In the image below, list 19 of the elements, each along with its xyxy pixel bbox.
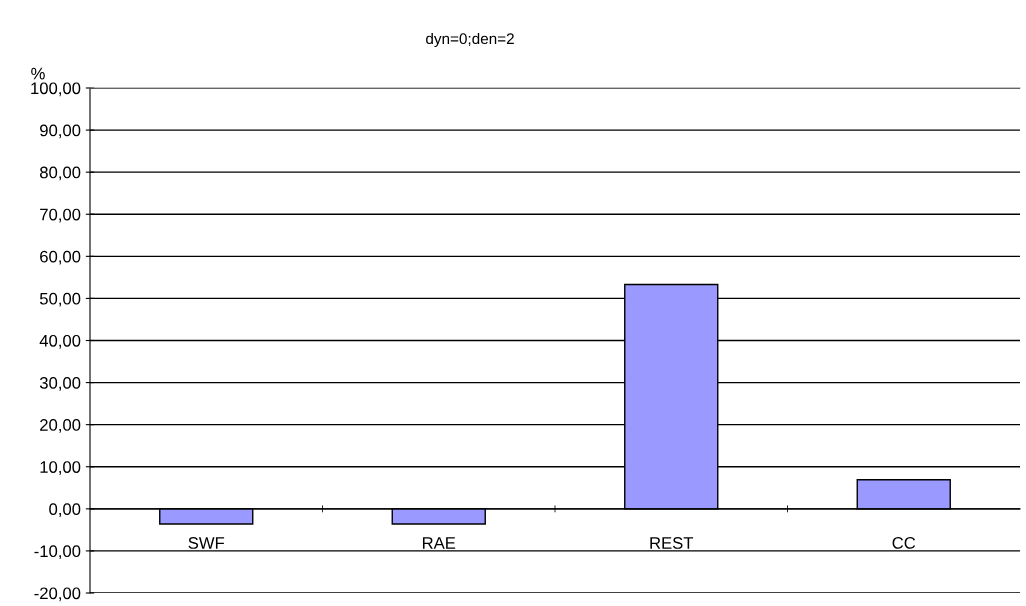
x-tick-label: SWF: [188, 537, 225, 549]
y-tick-label: 30,00: [39, 376, 81, 391]
y-tick-label: -10,00: [34, 545, 81, 560]
y-tick-label: 50,00: [39, 292, 81, 307]
chart-title: dyn=0;den=2: [426, 32, 514, 48]
x-tick-label: REST: [650, 537, 694, 549]
y-tick-label: 40,00: [39, 334, 81, 349]
y-tick-label: 10,00: [40, 461, 81, 475]
y-tick-label: 70,00: [40, 208, 81, 223]
y-tick-label: -20,00: [34, 587, 81, 602]
y-axis-title: %: [31, 67, 45, 80]
x-tick-label: CC: [892, 537, 916, 549]
y-tick-label: 60,00: [40, 250, 81, 265]
x-tick-label: RAE: [422, 537, 456, 549]
y-tick-label: 20,00: [40, 419, 81, 433]
y-tick-label: 90,00: [40, 124, 81, 139]
y-tick-label: 80,00: [39, 166, 81, 181]
y-tick-label: 0,00: [49, 503, 81, 518]
y-tick-label: 100,00: [31, 82, 81, 97]
